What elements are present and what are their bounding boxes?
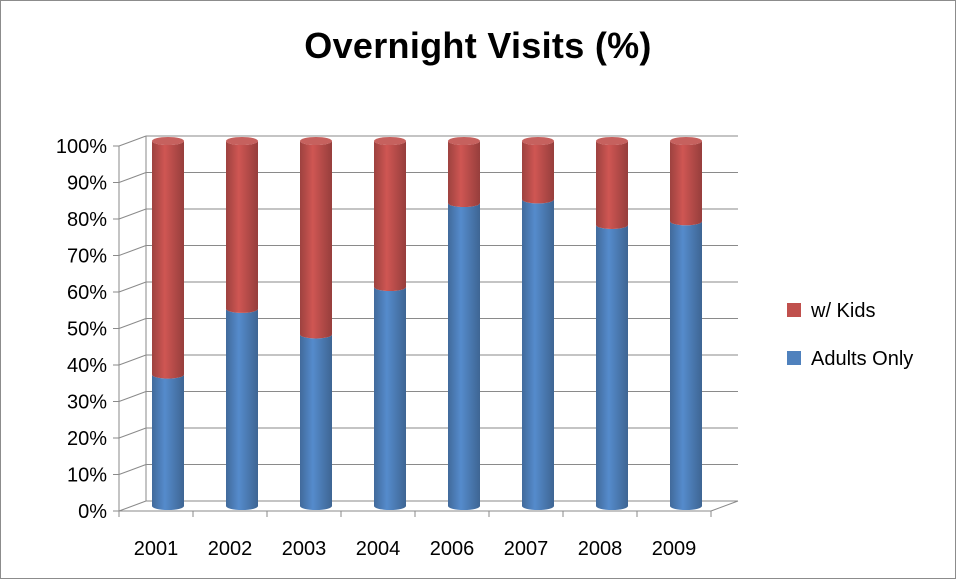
- y-tick-label: 10%: [67, 465, 107, 487]
- legend: w/ Kids Adults Only: [787, 300, 913, 370]
- x-tick-label: 2007: [504, 538, 549, 560]
- bar-adults-only-2008: [596, 224, 628, 510]
- bar-top-cap: [448, 137, 480, 145]
- legend-swatch: [787, 351, 801, 365]
- legend-label: Adults Only: [811, 348, 913, 370]
- bar-top-cap: [670, 137, 702, 145]
- y-tick-label: 60%: [67, 282, 107, 304]
- y-tick-label: 80%: [67, 209, 107, 231]
- y-tick-label: 20%: [67, 428, 107, 450]
- bar-adults-only-2002: [226, 308, 258, 510]
- gridline-side: [118, 500, 147, 512]
- gridline-side: [118, 135, 147, 147]
- gridline-side: [118, 245, 147, 256]
- y-tick-label: 100%: [56, 136, 107, 158]
- x-tick-label: 2003: [282, 538, 327, 560]
- bar-w-kids-2009: [670, 141, 702, 226]
- gridline-side: [118, 354, 147, 366]
- x-tick-label: 2009: [652, 538, 697, 560]
- bar-w-kids-2002: [226, 141, 258, 313]
- bar-w-kids-2003: [300, 141, 332, 339]
- gridline-side: [118, 427, 147, 439]
- x-tick-labels: 2001 2002 2003 2004 2006 2007 2008 2009: [134, 538, 697, 560]
- bar-top-cap: [596, 137, 628, 145]
- legend-label: w/ Kids: [810, 300, 875, 322]
- x-tick-label: 2001: [134, 538, 179, 560]
- y-tick-label: 40%: [67, 355, 107, 377]
- y-tick-label: 70%: [67, 246, 107, 268]
- bar-adults-only-2006: [448, 203, 480, 511]
- y-tick-labels: 0% 10% 20% 30% 40% 50% 60% 70% 80% 90% 100%: [56, 136, 107, 523]
- bar-top-cap: [226, 137, 258, 145]
- bar-top-cap: [300, 137, 332, 145]
- y-tick-label: 0%: [78, 501, 107, 523]
- bar-adults-only-2009: [670, 221, 702, 511]
- y-tick-label: 30%: [67, 392, 107, 414]
- bar-w-kids-2007: [522, 141, 554, 204]
- gridline-side: [118, 464, 147, 475]
- bar-adults-only-2001: [152, 374, 184, 510]
- x-tick-label: 2004: [356, 538, 401, 560]
- gridline-side: [118, 172, 147, 183]
- floor-right-edge: [710, 500, 739, 512]
- gridlines: [118, 135, 738, 512]
- gridline-side: [118, 281, 147, 293]
- bar-w-kids-2001: [152, 141, 184, 379]
- bar-w-kids-2006: [448, 141, 480, 208]
- bar-w-kids-2004: [374, 141, 406, 291]
- y-tick-label: 50%: [67, 319, 107, 341]
- bar-top-cap: [522, 137, 554, 145]
- x-tick-label: 2008: [578, 538, 623, 560]
- bar-w-kids-2008: [596, 141, 628, 229]
- bar-top-cap: [152, 137, 184, 145]
- axes: [113, 136, 739, 517]
- x-tick-label: 2006: [430, 538, 475, 560]
- bars: [152, 137, 702, 511]
- chart-title: Overnight Visits (%): [304, 25, 652, 66]
- y-tick-label: 90%: [67, 173, 107, 195]
- gridline-side: [118, 318, 147, 329]
- bar-adults-only-2004: [374, 287, 406, 510]
- bar-top-cap: [374, 137, 406, 145]
- bar-adults-only-2003: [300, 334, 332, 510]
- gridline-side: [118, 391, 147, 402]
- gridline-side: [118, 208, 147, 220]
- x-tick-label: 2002: [208, 538, 253, 560]
- legend-swatch: [787, 303, 801, 317]
- bar-adults-only-2007: [522, 199, 554, 510]
